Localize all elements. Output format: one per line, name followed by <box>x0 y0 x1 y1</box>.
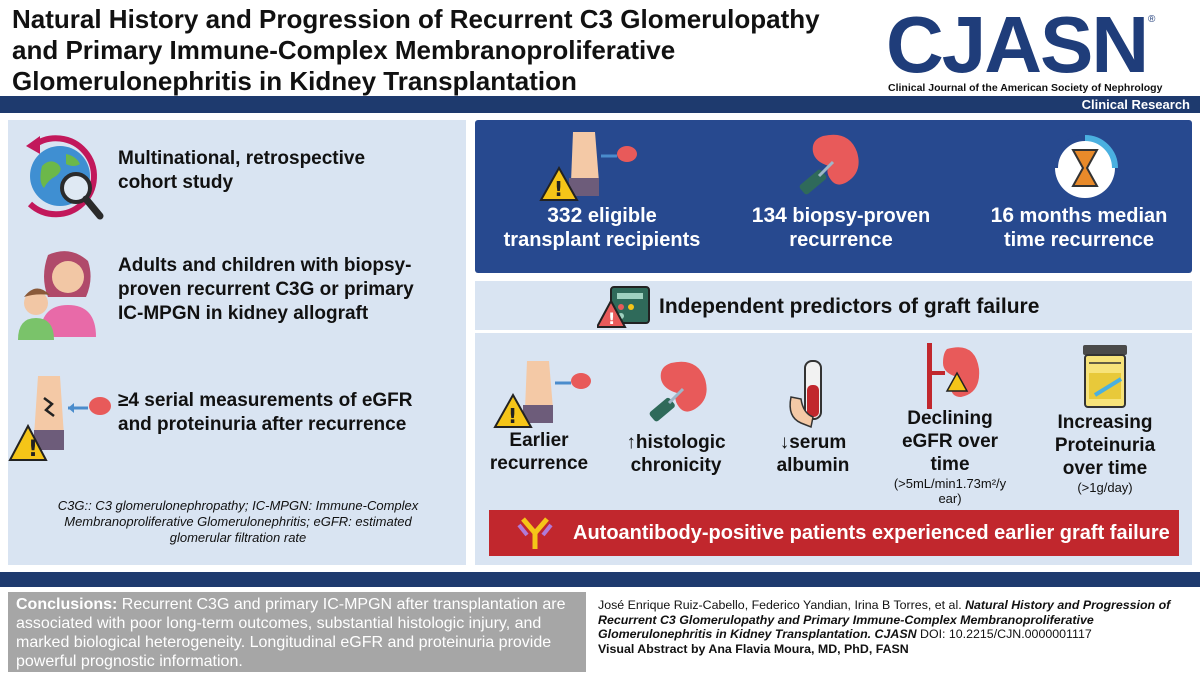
blood-tube-icon <box>785 357 841 431</box>
top-banner: Clinical Research <box>0 96 1200 113</box>
predictor-2-line-1: ↑histologic <box>626 432 726 453</box>
predictor-5-note: (>1g/day) <box>1077 480 1133 495</box>
citation-title: Natural History and Progression of Recur… <box>598 598 1171 641</box>
antibody-icon <box>517 515 553 551</box>
population-line-1: Adults and children with biopsy- <box>118 255 412 276</box>
predictor-3-line-1: ↓serum <box>779 432 847 453</box>
measurement-row: ! ≥4 serial measurements of eGFR and pro… <box>8 368 413 462</box>
hourglass-icon <box>1049 132 1121 204</box>
footnote-line-2: Membranoproliferative Glomerulonephritis… <box>64 514 412 529</box>
population-text: Adults and children with biopsy- proven … <box>118 254 414 326</box>
population-line-3: IC-MPGN in kidney allograft <box>118 303 369 324</box>
autoantibody-banner: Autoantibody-positive patients experienc… <box>489 510 1179 556</box>
transplant-warning-icon: ! <box>539 132 639 204</box>
key-statistics-box: ! 332 eligible transplant recipients 134… <box>475 120 1192 273</box>
kidney-transplant-warning-icon: ! <box>8 368 118 462</box>
predictor-5-line-1: Increasing <box>1057 412 1153 433</box>
predictor-4-line-2: eGFR over <box>901 431 999 452</box>
footnote-line-1: C3G:: C3 glomerulonephropathy; IC-MPGN: … <box>57 498 419 513</box>
urine-cup-icon <box>1077 343 1133 409</box>
measurement-line-2: and proteinuria after recurrence <box>118 414 407 435</box>
stat-1-label: eligible <box>582 205 657 227</box>
study-design-line-1: Multinational, retrospective <box>118 148 366 169</box>
stat-2-line-2: recurrence <box>789 229 893 251</box>
conclusions-text: Recurrent C3G and primary IC-MPGN after … <box>16 596 566 670</box>
autoantibody-text: Autoantibody-positive patients experienc… <box>573 522 1170 544</box>
predictor-histologic-chronicity: ↑histologic chronicity <box>611 431 741 477</box>
predictors-panel: ! Independent predictors of graft failur… <box>475 281 1192 565</box>
predictor-increasing-proteinuria: Increasing Proteinuria over time (>1g/da… <box>1035 411 1175 495</box>
svg-text:!: ! <box>608 309 615 328</box>
predictor-4-note-2: ear) <box>938 491 962 506</box>
study-overview-panel: Multinational, retrospective cohort stud… <box>8 120 466 565</box>
warning-monitor-icon: ! <box>597 285 653 329</box>
predictor-serum-albumin: ↓serum albumin <box>763 431 863 477</box>
earlier-recurrence-icon: ! <box>493 361 593 431</box>
stat-3-label: months median <box>1014 205 1168 227</box>
predictor-4-note-1: (>5mL/min1.73m²/y <box>893 476 1007 491</box>
conclusions-box: Conclusions: Recurrent C3G and primary I… <box>8 592 586 672</box>
family-icon <box>8 245 118 340</box>
globe-search-icon <box>8 126 118 220</box>
title-line-3: Glomerulonephritis in Kidney Transplanta… <box>12 66 577 96</box>
predictor-1-line-2: recurrence <box>489 453 589 474</box>
measurement-line-1: ≥4 serial measurements of eGFR <box>118 390 413 411</box>
predictor-3-line-2: albumin <box>776 455 850 476</box>
study-design-line-2: cohort study <box>118 172 234 193</box>
citation-block: José Enrique Ruiz-Cabello, Federico Yand… <box>598 598 1194 656</box>
conclusions-label: Conclusions: <box>16 596 118 613</box>
predictor-5-line-2: Proteinuria <box>1054 435 1156 456</box>
predictor-declining-egfr: Declining eGFR over time (>5mL/min1.73m²… <box>879 407 1021 506</box>
kidney-biopsy-icon-2 <box>643 359 715 431</box>
predictor-4-line-1: Declining <box>907 408 993 429</box>
citation-journal: CJASN <box>871 627 917 641</box>
bottom-banner <box>0 572 1200 587</box>
page-title: Natural History and Progression of Recur… <box>12 4 892 97</box>
section-label: Clinical Research <box>1081 97 1190 112</box>
citation-authors: José Enrique Ruiz-Cabello, Federico Yand… <box>598 598 966 612</box>
population-line-2: proven recurrent C3G or primary <box>118 279 414 300</box>
title-line-1: Natural History and Progression of Recur… <box>12 4 820 34</box>
study-design-row: Multinational, retrospective cohort stud… <box>8 126 365 220</box>
abbreviations-footnote: C3G:: C3 glomerulonephropathy; IC-MPGN: … <box>28 498 448 546</box>
title-line-2: and Primary Immune-Complex Membranoproli… <box>12 35 676 65</box>
logo-subtitle: Clinical Journal of the American Society… <box>888 82 1163 94</box>
logo-wordmark: CJASN <box>886 0 1149 89</box>
citation-doi: DOI: 10.2215/CJN.0000001117 <box>916 627 1092 641</box>
predictor-2-line-2: chronicity <box>630 455 722 476</box>
population-row: Adults and children with biopsy- proven … <box>8 245 414 340</box>
predictor-earlier-recurrence: Earlier recurrence <box>483 429 595 475</box>
stat-3-line-2: time recurrence <box>1003 229 1155 251</box>
stat-biopsy-proven: 134 biopsy-proven recurrence <box>731 204 951 252</box>
svg-text:!: ! <box>554 177 563 201</box>
predictor-5-line-3: over time <box>1062 458 1148 479</box>
stat-median-time: 16 months median time recurrence <box>971 204 1187 252</box>
stat-eligible-recipients: 332 eligible transplant recipients <box>497 204 707 252</box>
kidney-biopsy-icon <box>793 132 873 204</box>
svg-text:!: ! <box>28 437 38 462</box>
measurement-text: ≥4 serial measurements of eGFR and prote… <box>118 389 413 437</box>
stat-3-number: 16 <box>990 204 1014 227</box>
predictor-1-line-1: Earlier <box>509 430 569 451</box>
stat-2-number: 134 <box>751 204 787 227</box>
stat-1-number: 332 <box>547 204 583 227</box>
stat-1-line-2: transplant recipients <box>503 229 701 251</box>
stat-2-label: biopsy-proven <box>786 205 931 227</box>
predictor-4-line-3: time <box>930 454 970 475</box>
study-design-text: Multinational, retrospective cohort stud… <box>118 147 365 195</box>
registered-mark: ® <box>1148 14 1156 25</box>
svg-text:!: ! <box>508 404 517 428</box>
journal-logo: CJASN ® Clinical Journal of the American… <box>886 0 1186 95</box>
visual-abstract-byline: Visual Abstract by Ana Flavia Moura, MD,… <box>598 641 909 656</box>
footnote-line-3: glomerular filtration rate <box>169 530 307 545</box>
kidney-vessel-icon <box>923 343 983 409</box>
predictors-heading: Independent predictors of graft failure <box>659 295 1040 318</box>
predictors-header: ! Independent predictors of graft failur… <box>475 281 1192 333</box>
